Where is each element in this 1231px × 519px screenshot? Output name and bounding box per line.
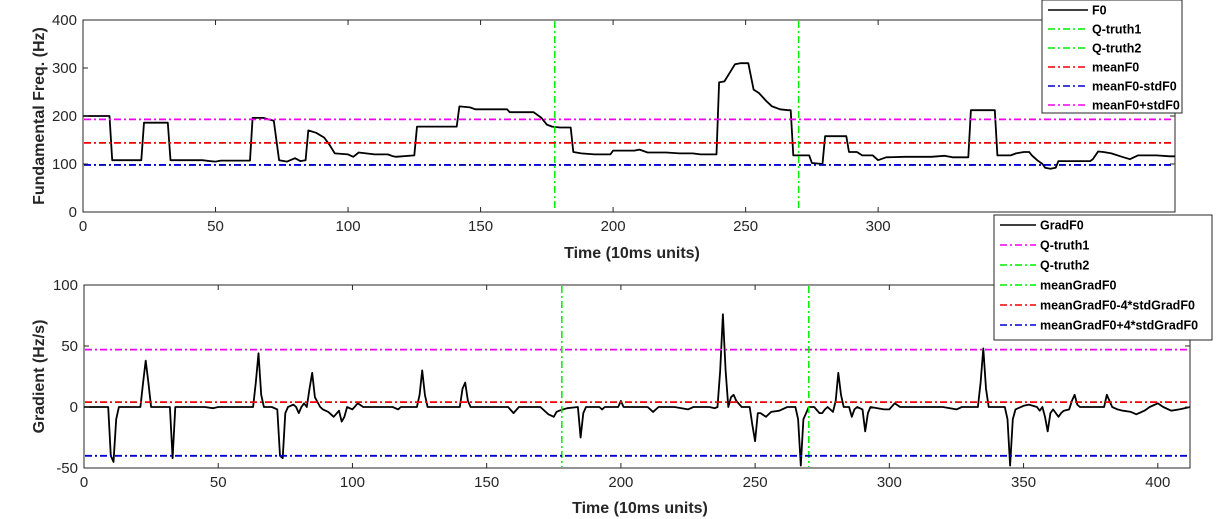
x-tick-label: 100 — [340, 474, 365, 491]
x-axis-label: Time (10ms units) — [564, 245, 700, 262]
y-axis-label: Gradient (Hz/s) — [31, 320, 48, 434]
x-tick-label: 300 — [877, 474, 902, 491]
plot-area — [84, 286, 1191, 467]
series-gradf0-line — [84, 313, 1191, 467]
legend-meangradf0-label: meanGradF0 — [1040, 279, 1116, 293]
legend-meanf0-stdf0-label: meanF0-stdF0 — [1092, 80, 1177, 94]
x-tick-label: 300 — [866, 218, 891, 235]
legend-q-truth2-label: Q-truth2 — [1092, 42, 1141, 56]
legend-q-truth1-label: Q-truth1 — [1040, 239, 1089, 253]
y-tick-label: -50 — [56, 460, 78, 477]
y-tick-label: 200 — [52, 108, 77, 125]
y-tick-label: 0 — [70, 399, 78, 416]
y-tick-label: 400 — [52, 12, 77, 29]
legend: GradF0 Q-truth1 Q-truth2 meanGradF0 meanGrad… — [993, 214, 1213, 341]
legend-meangradf0-4-stdgradf0-label: meanGradF0-4*stdGradF0 — [1040, 299, 1195, 313]
legend: F0 Q-truth1 Q-truth2 meanF0 meanF0-stdF0 mean… — [1041, 0, 1183, 114]
legend-meanf0-label: meanF0 — [1092, 61, 1139, 75]
legend-meanf0-stdf0-label: meanF0+stdF0 — [1092, 99, 1180, 113]
x-tick-label: 200 — [601, 218, 626, 235]
legend-q-truth2-label: Q-truth2 — [1040, 259, 1089, 273]
y-tick-label: 100 — [53, 277, 78, 294]
x-tick-label: 150 — [468, 218, 493, 235]
legend-box — [1041, 0, 1183, 114]
x-tick-label: 200 — [608, 474, 633, 491]
x-tick-label: 100 — [336, 218, 361, 235]
axes-box — [82, 19, 1176, 213]
x-tick-label: 50 — [210, 474, 227, 491]
x-tick-label: 250 — [743, 474, 768, 491]
x-tick-label: 0 — [80, 474, 88, 491]
y-tick-label: 0 — [69, 204, 77, 221]
x-tick-label: 350 — [1011, 474, 1036, 491]
x-axis-label: Time (10ms units) — [572, 500, 708, 517]
x-tick-label: 400 — [1145, 474, 1170, 491]
legend-f0-label: F0 — [1092, 4, 1107, 18]
series-f0-line — [83, 62, 1175, 170]
x-tick-label: 250 — [733, 218, 758, 235]
f0-chart: 0 50 100 150 200 250 300 0 100 200 300 400 Time (10m… — [31, 0, 1183, 262]
x-tick-label: 150 — [474, 474, 499, 491]
legend-q-truth1-label: Q-truth1 — [1092, 23, 1141, 37]
x-tick-label: 50 — [207, 218, 224, 235]
legend-meangradf0-4-stdgradf0-label: meanGradF0+4*stdGradF0 — [1040, 319, 1198, 333]
y-axis-label: Fundamental Freq. (Hz) — [31, 27, 48, 205]
y-tick-label: 100 — [52, 156, 77, 173]
legend-gradf0-label: GradF0 — [1040, 219, 1084, 233]
y-tick-label: 300 — [52, 60, 77, 77]
legend-box — [993, 214, 1213, 341]
x-tick-label: 0 — [79, 218, 87, 235]
plot-area — [83, 21, 1175, 211]
y-tick-label: 50 — [61, 338, 78, 355]
